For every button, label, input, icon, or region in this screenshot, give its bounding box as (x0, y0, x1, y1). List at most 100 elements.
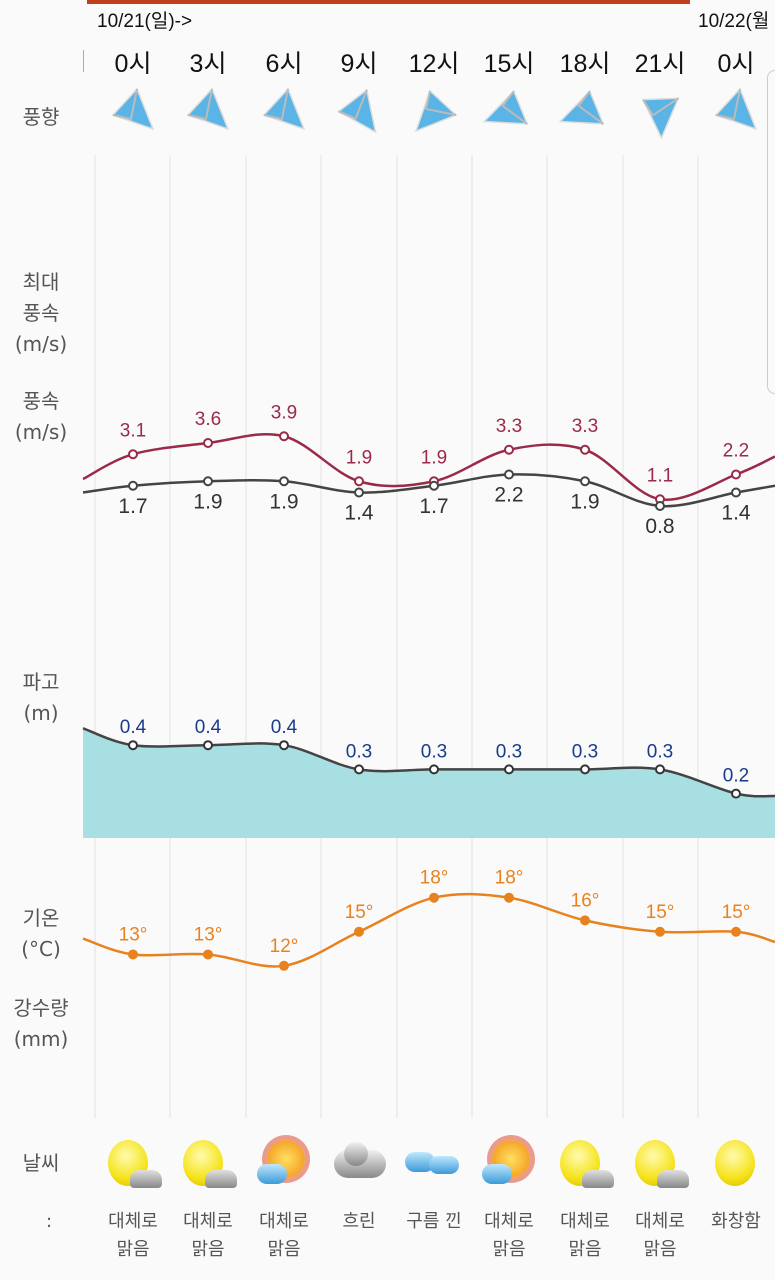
temperature-value-label: 15° (722, 902, 751, 923)
wind-value-label: 1.7 (118, 495, 147, 518)
temperature-point (580, 915, 590, 926)
wind-direction-arrow-icon (414, 89, 458, 133)
weather-description: 대체로 맑음 (259, 1211, 309, 1260)
wave-value-label: 0.4 (271, 717, 298, 738)
weather-description: 흐린 (342, 1211, 376, 1232)
max-wind-value-label: 3.9 (271, 402, 297, 423)
sunny-icon (705, 1138, 767, 1190)
wind-direction-arrow-icon (482, 89, 529, 125)
wind-point (731, 487, 741, 498)
wave-point (203, 740, 213, 751)
label-temperature: 기온 (°C) (21, 906, 61, 961)
wave-point (580, 764, 590, 775)
mostly-clear-icon (102, 1138, 164, 1190)
hour-label: 0시 (717, 50, 755, 78)
weather-description: 대체로 맑음 (183, 1211, 233, 1260)
sun-cloud-icon (478, 1138, 540, 1190)
mostly-clear-icon (554, 1138, 616, 1190)
wind-point (128, 480, 138, 491)
wind-direction-arrow-icon (111, 87, 155, 131)
label-wind-direction: 풍향 (22, 105, 60, 129)
wave-value-label: 0.3 (496, 741, 522, 762)
max-wind-value-label: 3.3 (572, 416, 598, 437)
label-wave: 파고 (m) (22, 670, 60, 725)
wave-area (83, 728, 775, 838)
max-wind-value-label: 1.1 (647, 465, 673, 486)
wind-point (429, 480, 439, 491)
hour-label: 21시 (634, 50, 686, 78)
wind-value-label: 1.4 (721, 502, 751, 525)
wind-direction-arrow-icon (262, 87, 306, 131)
wave-value-label: 0.4 (120, 717, 147, 738)
date-label: 10/21(일)-> (97, 11, 193, 32)
max-wind-value-label: 1.9 (346, 447, 372, 468)
wave-value-label: 0.3 (346, 741, 372, 762)
wave-value-label: 0.3 (647, 741, 673, 762)
mostly-clear-icon (177, 1138, 239, 1190)
wave-value-label: 0.2 (723, 766, 749, 787)
wind-point (655, 501, 665, 511)
temperature-value-label: 15° (646, 902, 675, 923)
selected-range-bar (87, 0, 690, 4)
mostly-clear-icon (629, 1138, 691, 1190)
weather-description: 대체로 맑음 (560, 1211, 610, 1260)
weather-description: 대체로 맑음 (108, 1211, 158, 1260)
hour-label: 3시 (189, 50, 227, 78)
max-wind-value-label: 1.9 (421, 447, 447, 468)
weather-description: 대체로 맑음 (484, 1211, 534, 1260)
hour-label: 12시 (408, 50, 460, 78)
wave-point (354, 764, 364, 775)
wave-point (279, 740, 289, 751)
max-wind-point (580, 444, 590, 455)
max-wind-point (731, 469, 741, 480)
wind-point (279, 476, 289, 487)
hour-label: 15시 (483, 50, 535, 78)
weather-description: 구름 낀 (406, 1211, 462, 1232)
hour-label: 9시 (340, 50, 378, 78)
sun-cloud-icon (253, 1138, 315, 1190)
label-wind-speed: 풍속 (m/s) (14, 389, 68, 444)
wave-point (504, 764, 514, 775)
wind-value-label: 1.4 (344, 502, 374, 525)
wave-point (429, 764, 439, 775)
weather-text-partial: : (45, 1211, 53, 1232)
wave-point (655, 764, 665, 775)
wave-point (731, 788, 741, 799)
cloudy-icon (403, 1138, 465, 1190)
wind-value-label: 1.9 (570, 490, 599, 513)
temperature-value-label: 18° (420, 868, 449, 889)
temperature-value-label: 15° (345, 902, 374, 923)
temperature-point (731, 926, 741, 937)
wind-direction-arrow-icon (337, 88, 377, 134)
max-wind-point (203, 438, 213, 448)
temperature-point (504, 892, 514, 903)
wind-value-label: 0.8 (645, 515, 674, 538)
wave-value-label: 0.4 (195, 717, 222, 738)
max-wind-value-label: 2.2 (723, 441, 749, 462)
temperature-point (279, 960, 289, 971)
max-wind-value-label: 3.1 (120, 420, 146, 441)
max-wind-value-label: 3.3 (496, 416, 522, 437)
temperature-value-label: 13° (194, 924, 223, 945)
temperature-value-label: 18° (495, 868, 524, 889)
wind-direction-arrow-icon (186, 87, 230, 131)
temperature-point (429, 892, 439, 903)
hour-label: 18시 (559, 50, 611, 78)
wind-direction-arrow-icon (714, 87, 758, 131)
temperature-point (128, 949, 138, 960)
label-weather: 날씨 (22, 1151, 60, 1175)
wind-point (504, 469, 514, 480)
divider (83, 50, 84, 72)
max-wind-value-label: 3.6 (195, 409, 221, 430)
wind-direction-arrow-icon (558, 89, 605, 125)
max-wind-point (504, 444, 514, 455)
temperature-value-label: 12° (270, 936, 299, 957)
weather-description: 대체로 맑음 (635, 1211, 685, 1260)
max-wind-point (128, 449, 138, 460)
wind-point (580, 476, 590, 487)
hour-label: 6시 (265, 50, 303, 78)
wind-value-label: 1.9 (193, 490, 222, 513)
label-max-wind: 최대 풍속 (m/s) (14, 270, 68, 356)
temperature-value-label: 16° (571, 890, 600, 911)
